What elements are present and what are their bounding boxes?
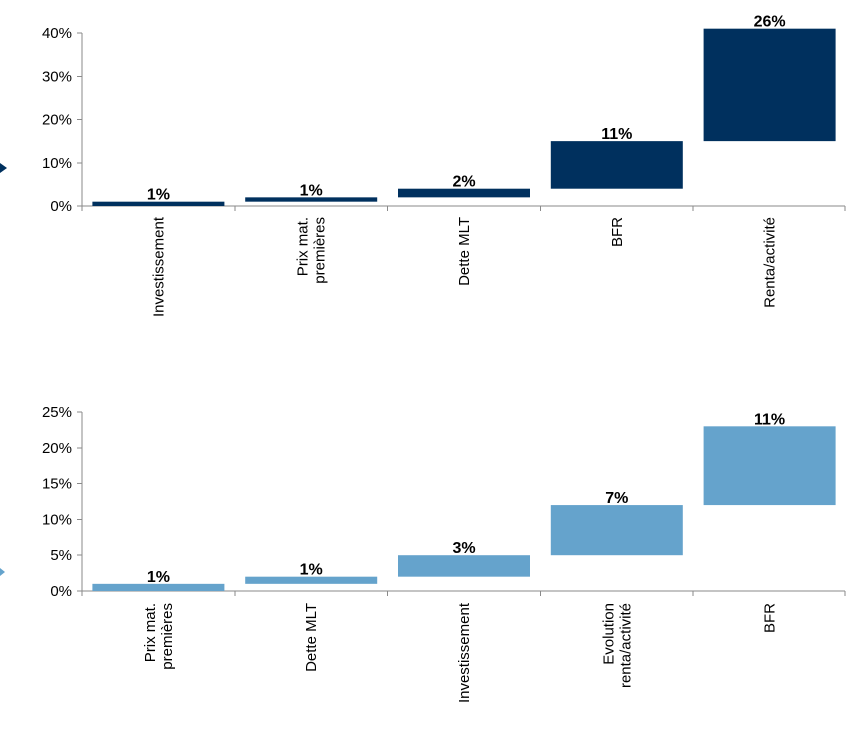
waterfall-bar: [703, 426, 836, 506]
y-tick-label: 20%: [42, 440, 72, 457]
y-tick-label: 30%: [42, 68, 72, 85]
waterfall-bar: [245, 197, 378, 202]
x-category-label: BFR: [609, 217, 626, 247]
waterfall-bar: [550, 505, 683, 556]
y-tick-label: 0%: [50, 198, 72, 215]
y-tick-label: 10%: [42, 511, 72, 528]
data-label: 7%: [605, 490, 628, 507]
x-category-label: Renta/activité: [762, 217, 779, 308]
data-label: 1%: [300, 562, 323, 579]
y-tick-label: 5%: [50, 547, 72, 564]
y-tick-label: 0%: [50, 583, 72, 600]
top-chart-pointer-icon: [0, 163, 7, 173]
y-tick-label: 10%: [42, 155, 72, 172]
x-category-label: Prix mat.premières: [142, 603, 176, 670]
waterfall-bar: [398, 188, 530, 198]
waterfall-bar: [550, 141, 683, 189]
bottom-chart-pointer-icon: [0, 568, 5, 576]
data-label: 26%: [754, 14, 786, 31]
data-label: 1%: [147, 569, 170, 586]
waterfall-bar: [92, 583, 225, 591]
data-label: 2%: [452, 174, 475, 191]
bottom-waterfall-chart: 0% 5% 10% 15% 20% 25% 1% Prix mat.premières 1% De…: [42, 404, 846, 703]
waterfall-bar: [245, 576, 378, 584]
data-label: 11%: [601, 126, 632, 143]
y-tick-label: 20%: [42, 112, 72, 129]
x-category-label: Investissement: [150, 216, 167, 317]
data-label: 1%: [147, 187, 170, 204]
data-label: 11%: [754, 411, 785, 428]
top-waterfall-chart: 0% 10% 20% 30% 40% 1% Investissement 1% Prix mat…: [42, 14, 846, 317]
x-category-label: Prix mat.premières: [295, 217, 329, 284]
y-tick-label: 40%: [42, 25, 72, 42]
y-tick-label: 15%: [42, 476, 72, 493]
x-category-label: Dette MLT: [303, 603, 320, 672]
data-label: 3%: [452, 540, 475, 557]
x-category-label: Investissement: [456, 602, 473, 703]
x-category-label: Dette MLT: [456, 217, 473, 286]
x-category-label: Evolutionrenta/activité: [600, 603, 634, 688]
y-tick-label: 25%: [42, 404, 72, 421]
waterfall-bar: [398, 555, 530, 577]
x-category-label: BFR: [762, 603, 779, 633]
waterfall-bar: [703, 28, 836, 142]
waterfall-bar: [92, 201, 225, 206]
data-label: 1%: [300, 182, 323, 199]
